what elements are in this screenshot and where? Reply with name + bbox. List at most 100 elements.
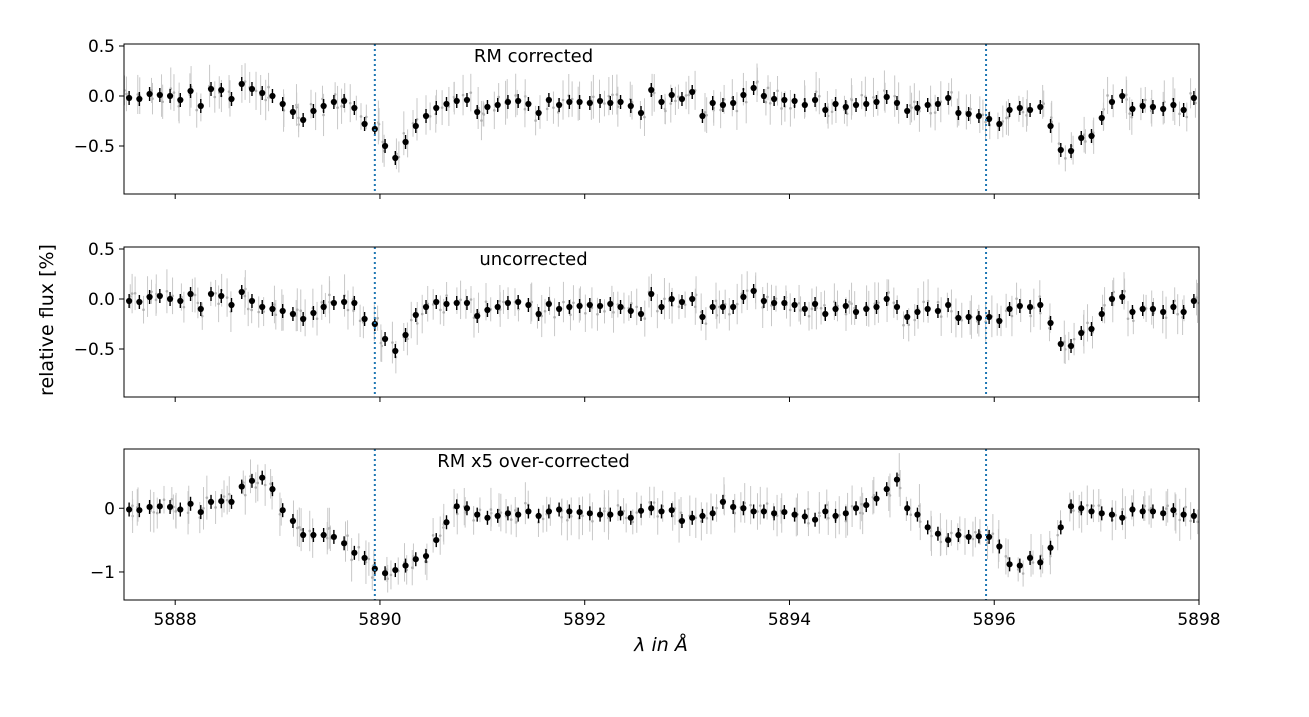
- background-point: [592, 95, 595, 99]
- background-point: [611, 93, 614, 97]
- background-point: [295, 105, 298, 109]
- background-point: [974, 530, 977, 534]
- data-point: [566, 98, 573, 106]
- data-point: [412, 122, 419, 130]
- background-point: [509, 518, 513, 521]
- background-point: [844, 519, 848, 523]
- background-point: [981, 113, 985, 117]
- background-point: [677, 305, 681, 309]
- background-point: [442, 311, 446, 314]
- background-point: [241, 481, 245, 484]
- data-point: [1149, 508, 1157, 515]
- background-point: [1112, 290, 1115, 294]
- data-point: [1170, 303, 1177, 311]
- background-point: [872, 96, 875, 99]
- background-point: [376, 316, 379, 320]
- data-point: [443, 300, 450, 308]
- background-point: [705, 516, 709, 520]
- data-point: [811, 96, 819, 104]
- background-point: [406, 337, 409, 341]
- background-point: [910, 106, 913, 109]
- background-point: [225, 498, 229, 502]
- background-point: [263, 483, 267, 487]
- data-point: [136, 298, 143, 306]
- background-point: [131, 504, 134, 508]
- background-point: [402, 131, 406, 135]
- data-point: [904, 107, 911, 115]
- data-point: [525, 301, 532, 309]
- data-point: [238, 288, 245, 296]
- x-tick-label: 5894: [768, 610, 811, 630]
- data-point: [914, 308, 921, 316]
- data-point: [1057, 146, 1064, 154]
- data-point: [893, 303, 901, 311]
- background-point: [774, 297, 778, 300]
- background-point: [461, 93, 465, 97]
- data-point: [586, 301, 593, 309]
- data-point: [822, 508, 829, 515]
- data-point: [883, 486, 890, 493]
- background-point: [200, 314, 204, 318]
- panel-uncorrected: 0.5 0.0 −0.5 uncorrected: [74, 240, 1200, 402]
- data-point: [986, 115, 993, 123]
- data-point: [965, 533, 972, 541]
- background-point: [439, 308, 442, 312]
- data-point: [975, 112, 982, 120]
- data-point: [1067, 503, 1075, 510]
- background-point: [679, 511, 683, 514]
- background-point: [1189, 92, 1192, 95]
- data-point: [658, 508, 665, 515]
- panel-title: RM x5 over-corrected: [437, 451, 630, 472]
- data-point: [811, 300, 819, 308]
- data-point: [811, 516, 819, 523]
- data-point: [310, 309, 317, 317]
- background-point: [222, 495, 226, 498]
- y-tick-label: −0.5: [74, 137, 115, 157]
- data-point: [607, 511, 614, 518]
- data-point: [545, 96, 552, 104]
- y-tick-label: 0: [104, 499, 115, 519]
- data-point: [842, 510, 849, 517]
- background-point: [789, 107, 792, 110]
- data-point: [279, 307, 286, 315]
- background-point: [1092, 504, 1095, 508]
- background-point: [826, 516, 830, 520]
- data-point: [914, 511, 921, 518]
- data-point: [1129, 105, 1136, 113]
- data-point: [556, 305, 563, 313]
- data-point: [873, 98, 880, 106]
- background-point: [913, 100, 916, 104]
- background-point: [320, 301, 324, 304]
- data-point: [218, 86, 225, 94]
- data-point: [351, 549, 358, 556]
- background-point: [186, 511, 190, 515]
- background-point: [545, 107, 549, 111]
- data-point: [730, 303, 737, 311]
- background-point: [262, 310, 265, 313]
- data-point: [545, 508, 552, 515]
- data-point: [156, 503, 163, 510]
- background-point: [1021, 110, 1025, 114]
- background-point: [172, 91, 176, 94]
- data-point: [1006, 305, 1013, 313]
- data-point: [617, 303, 624, 311]
- background-point: [1084, 140, 1087, 143]
- data-point: [484, 306, 491, 314]
- plot-area-rm-x5-overcorrected: [126, 453, 1199, 593]
- background-point: [1164, 507, 1168, 510]
- background-point: [1178, 112, 1181, 116]
- background-point: [202, 506, 205, 510]
- data-point: [330, 98, 337, 106]
- data-point: [422, 112, 430, 120]
- data-point: [1190, 297, 1197, 305]
- background-point: [1082, 133, 1086, 137]
- background-point: [933, 111, 937, 114]
- background-point: [1196, 520, 1199, 524]
- data-point: [443, 519, 450, 526]
- data-point: [463, 299, 471, 307]
- data-point: [494, 101, 501, 109]
- background-point: [489, 508, 493, 511]
- background-point: [502, 300, 505, 304]
- background-point: [357, 545, 361, 549]
- background-point: [308, 529, 312, 533]
